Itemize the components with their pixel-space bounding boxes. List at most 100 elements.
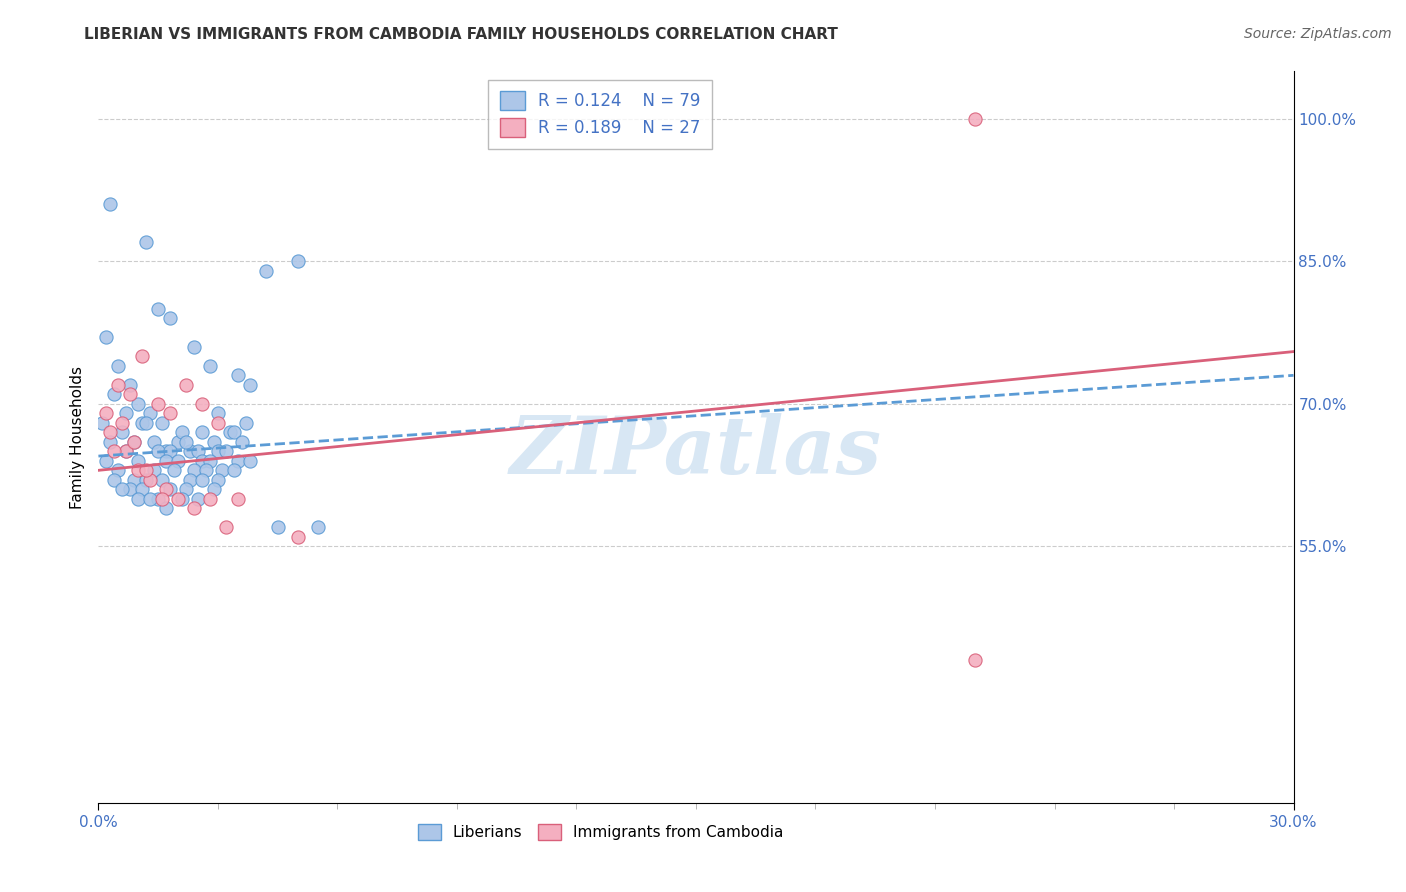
Point bbox=[235, 416, 257, 430]
Point bbox=[191, 473, 214, 487]
Point bbox=[172, 491, 194, 506]
Point bbox=[98, 425, 122, 440]
Point bbox=[207, 416, 229, 430]
Point bbox=[183, 463, 205, 477]
Point bbox=[239, 377, 262, 392]
Point bbox=[207, 444, 229, 458]
Point bbox=[150, 491, 173, 506]
Text: Source: ZipAtlas.com: Source: ZipAtlas.com bbox=[1244, 27, 1392, 41]
Point bbox=[198, 491, 221, 506]
Point bbox=[155, 454, 177, 468]
Point bbox=[174, 377, 197, 392]
Point bbox=[131, 483, 153, 497]
Point bbox=[183, 501, 205, 516]
Point bbox=[163, 463, 186, 477]
Point bbox=[115, 406, 138, 420]
Point bbox=[226, 368, 249, 383]
Point bbox=[115, 444, 138, 458]
Point bbox=[267, 520, 290, 534]
Point bbox=[103, 387, 125, 401]
Point bbox=[167, 434, 190, 449]
Point bbox=[148, 397, 170, 411]
Point bbox=[231, 434, 253, 449]
Point bbox=[215, 520, 238, 534]
Point bbox=[124, 434, 146, 449]
Point bbox=[107, 377, 129, 392]
Point bbox=[111, 425, 134, 440]
Point bbox=[150, 416, 173, 430]
Point bbox=[135, 416, 157, 430]
Point bbox=[127, 463, 149, 477]
Point bbox=[191, 425, 214, 440]
Point bbox=[148, 491, 170, 506]
Point bbox=[148, 301, 170, 316]
Point bbox=[96, 454, 118, 468]
Point bbox=[103, 444, 125, 458]
Point bbox=[155, 444, 177, 458]
Point bbox=[167, 491, 190, 506]
Point bbox=[191, 397, 214, 411]
Point bbox=[222, 463, 245, 477]
Point bbox=[127, 397, 149, 411]
Point bbox=[202, 434, 225, 449]
Point bbox=[115, 444, 138, 458]
Point bbox=[124, 434, 146, 449]
Point bbox=[139, 406, 162, 420]
Point bbox=[226, 454, 249, 468]
Point bbox=[150, 473, 173, 487]
Y-axis label: Family Households: Family Households bbox=[69, 366, 84, 508]
Point bbox=[127, 454, 149, 468]
Point bbox=[187, 444, 209, 458]
Point bbox=[127, 491, 149, 506]
Point bbox=[111, 483, 134, 497]
Point bbox=[202, 483, 225, 497]
Point bbox=[98, 197, 122, 211]
Point bbox=[155, 501, 177, 516]
Point bbox=[143, 463, 166, 477]
Point bbox=[135, 235, 157, 250]
Point bbox=[131, 416, 153, 430]
Point bbox=[159, 406, 181, 420]
Point bbox=[131, 349, 153, 363]
Point bbox=[124, 473, 146, 487]
Point bbox=[107, 463, 129, 477]
Point bbox=[159, 483, 181, 497]
Point bbox=[135, 463, 157, 477]
Point bbox=[226, 491, 249, 506]
Point bbox=[96, 330, 118, 344]
Point bbox=[159, 311, 181, 326]
Point bbox=[254, 264, 277, 278]
Point bbox=[120, 483, 142, 497]
Point bbox=[174, 434, 197, 449]
Point bbox=[107, 359, 129, 373]
Point bbox=[98, 434, 122, 449]
Point bbox=[239, 454, 262, 468]
Point bbox=[179, 473, 201, 487]
Point bbox=[207, 406, 229, 420]
Point bbox=[135, 473, 157, 487]
Point bbox=[198, 454, 221, 468]
Point bbox=[287, 530, 309, 544]
Point bbox=[219, 425, 242, 440]
Text: LIBERIAN VS IMMIGRANTS FROM CAMBODIA FAMILY HOUSEHOLDS CORRELATION CHART: LIBERIAN VS IMMIGRANTS FROM CAMBODIA FAM… bbox=[84, 27, 838, 42]
Legend: Liberians, Immigrants from Cambodia: Liberians, Immigrants from Cambodia bbox=[412, 817, 789, 847]
Point bbox=[215, 444, 238, 458]
Point bbox=[222, 425, 245, 440]
Point bbox=[172, 425, 194, 440]
Point bbox=[120, 377, 142, 392]
Point bbox=[207, 473, 229, 487]
Point bbox=[111, 416, 134, 430]
Point bbox=[183, 340, 205, 354]
Point bbox=[174, 483, 197, 497]
Point bbox=[187, 491, 209, 506]
Point bbox=[159, 444, 181, 458]
Point bbox=[167, 454, 190, 468]
Point bbox=[179, 444, 201, 458]
Point bbox=[191, 454, 214, 468]
Point bbox=[195, 463, 218, 477]
Point bbox=[120, 387, 142, 401]
Point bbox=[143, 434, 166, 449]
Point bbox=[96, 406, 118, 420]
Point bbox=[103, 473, 125, 487]
Point bbox=[139, 491, 162, 506]
